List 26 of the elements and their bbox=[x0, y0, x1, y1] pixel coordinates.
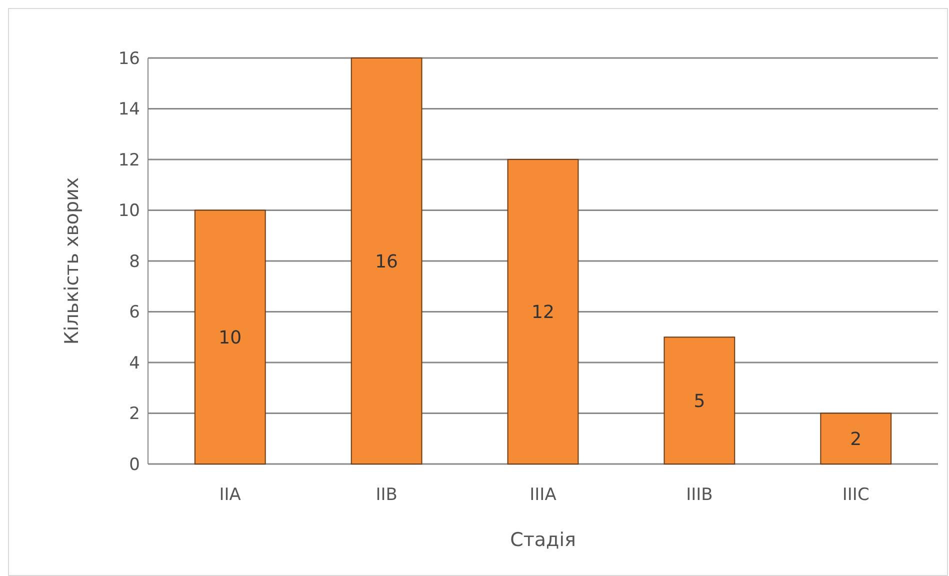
data-label: 10 bbox=[218, 327, 242, 348]
y-axis-title: Кількість хворих bbox=[61, 177, 83, 345]
y-tick-label: 14 bbox=[118, 100, 140, 120]
x-tick-label: IIB bbox=[376, 485, 398, 505]
y-tick-label: 0 bbox=[129, 454, 140, 475]
data-label: 2 bbox=[850, 428, 862, 450]
y-tick-label: 16 bbox=[118, 48, 140, 69]
y-tick-label: 8 bbox=[129, 252, 140, 272]
x-tick-label: IIIB bbox=[686, 485, 713, 505]
x-tick-label: IIA bbox=[219, 485, 242, 505]
y-tick-label: 2 bbox=[129, 404, 140, 424]
y-tick-label: 10 bbox=[118, 201, 140, 222]
bar bbox=[664, 336, 736, 464]
data-label: 5 bbox=[694, 390, 706, 412]
x-tick-label: IIIA bbox=[530, 485, 557, 505]
x-tick-label: IIIC bbox=[842, 485, 870, 505]
y-tick-label: 12 bbox=[118, 150, 140, 170]
data-label: 12 bbox=[532, 302, 554, 324]
x-axis-title: Стадія bbox=[510, 529, 576, 551]
bar bbox=[350, 58, 422, 464]
y-tick-label: 6 bbox=[129, 302, 140, 323]
y-tick-label: 4 bbox=[129, 353, 140, 374]
bar bbox=[507, 159, 579, 464]
bar bbox=[194, 210, 266, 464]
bar bbox=[820, 412, 892, 464]
data-label: 16 bbox=[375, 251, 398, 272]
